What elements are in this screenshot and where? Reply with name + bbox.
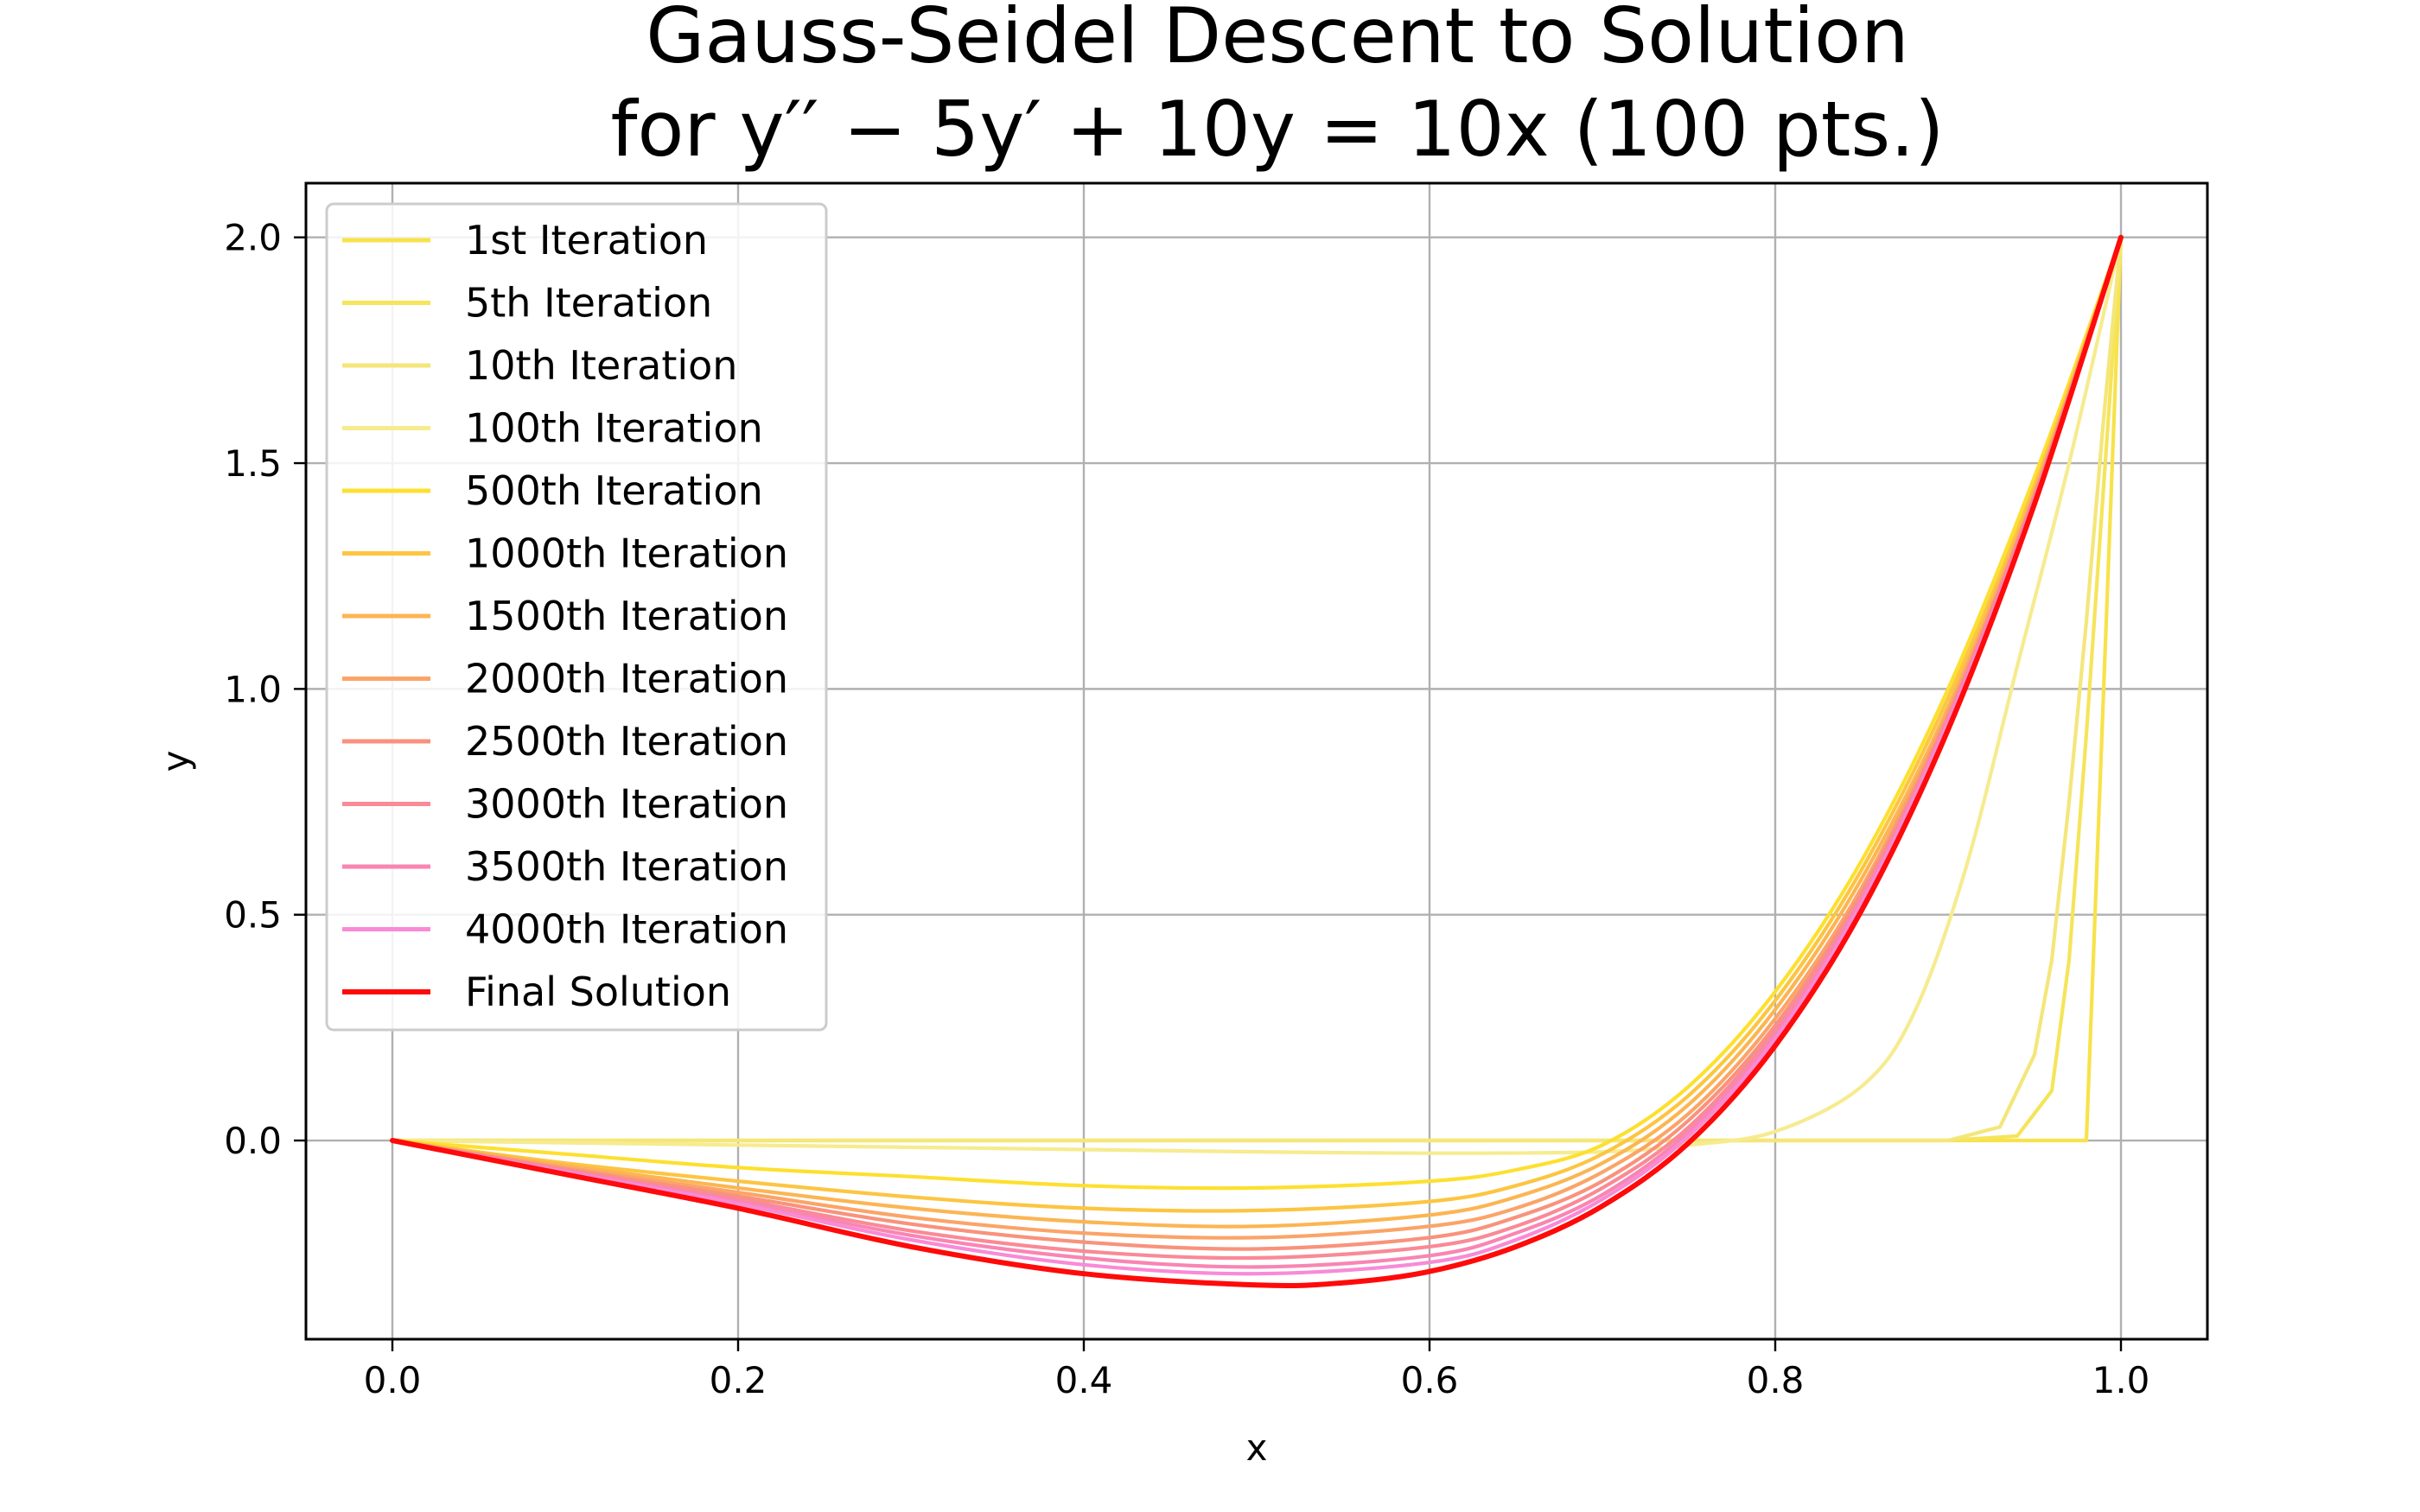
- y-tick-label: 0.0: [224, 1120, 282, 1162]
- y-tick-label: 1.0: [224, 668, 282, 710]
- series-line-4: [390, 235, 2124, 1155]
- legend-label: 3000th Iteration: [465, 781, 788, 828]
- x-tick-label: 0.2: [710, 1359, 767, 1401]
- series-line-5: [390, 235, 2124, 1191]
- x-axis: 0.0 0.2 0.4 0.6 0.8 1.0: [364, 1339, 2150, 1401]
- legend-frame: [325, 202, 828, 1032]
- legend-label: 100th Iteration: [465, 405, 763, 452]
- x-tick-label: 0.4: [1055, 1359, 1113, 1401]
- y-tick-label: 1.5: [224, 442, 282, 485]
- legend-label: 10th Iteration: [465, 342, 737, 389]
- legend-label: 3500th Iteration: [465, 843, 788, 890]
- x-axis-label: x: [1246, 1426, 1268, 1469]
- plot-frame: [304, 181, 2209, 1341]
- x-tick-label: 1.0: [2092, 1359, 2150, 1401]
- series-line-6: [390, 235, 2124, 1213]
- x-tick-label: 0.8: [1747, 1359, 1805, 1401]
- legend-label: 1st Iteration: [465, 217, 708, 264]
- series-line-12: [390, 235, 2124, 1276]
- legend-label: 1000th Iteration: [465, 530, 788, 577]
- legend-label: Final Solution: [465, 969, 731, 1015]
- y-axis: 0.0 0.5 1.0 1.5 2.0: [224, 217, 306, 1162]
- x-tick-label: 0.0: [364, 1359, 422, 1401]
- legend-label: 5th Iteration: [465, 280, 712, 327]
- y-tick-label: 2.0: [224, 217, 282, 259]
- legend-label: 500th Iteration: [465, 467, 763, 514]
- legend-label: 4000th Iteration: [465, 906, 788, 953]
- series-line-3: [390, 235, 2124, 1143]
- chart-title-line-1: Gauss-Seidel Descent to Solution: [646, 0, 1909, 80]
- series-line-13: [390, 234, 2124, 1288]
- chart-title-line-2: for y′′ − 5y′ + 10y = 10x (100 pts.): [611, 85, 1945, 174]
- series-layer: [390, 234, 2124, 1288]
- y-axis-label: y: [155, 751, 197, 772]
- legend: 1st Iteration 5th Iteration 10th Iteration…: [325, 202, 828, 1032]
- y-tick-label: 0.5: [224, 894, 282, 937]
- legend-label: 1500th Iteration: [465, 593, 788, 639]
- x-tick-label: 0.6: [1401, 1359, 1459, 1401]
- legend-label: 2500th Iteration: [465, 718, 788, 765]
- legend-label: 2000th Iteration: [465, 656, 788, 702]
